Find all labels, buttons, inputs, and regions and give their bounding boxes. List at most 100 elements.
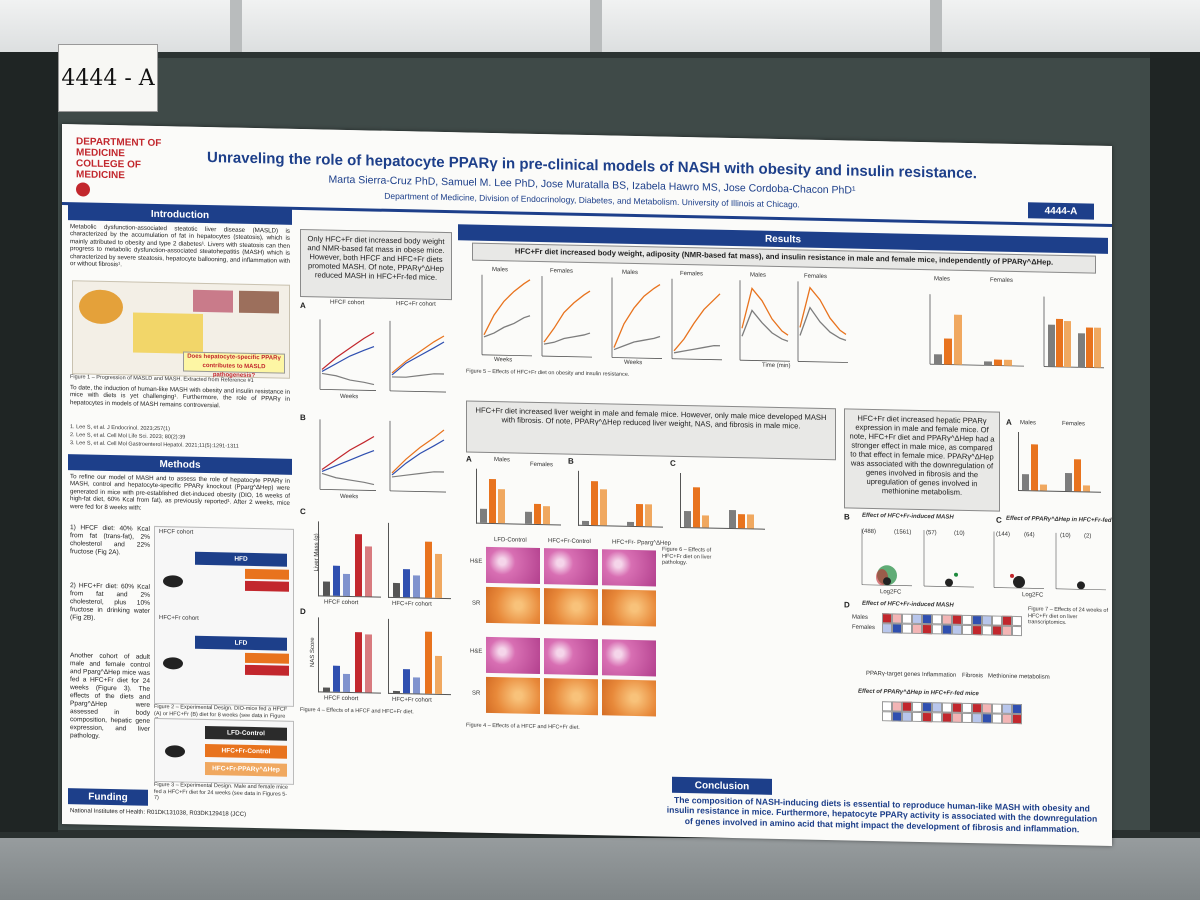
research-poster: DEPARTMENT OF MEDICINE COLLEGE OF MEDICI… xyxy=(62,124,1112,846)
bar xyxy=(636,504,643,527)
hfcf-cohort-label: HFCF cohort xyxy=(159,529,194,536)
pathway-graphic xyxy=(133,312,203,354)
chart-title: Males xyxy=(494,457,511,464)
bar-chart-liver-mass-hfcfr xyxy=(388,522,451,600)
heatmap-row-label: Males xyxy=(852,614,869,621)
heatmap-cell xyxy=(942,702,952,713)
chart-title: Females xyxy=(1062,420,1086,428)
board-frame-left xyxy=(0,52,58,832)
heatmap-cell xyxy=(962,712,972,724)
heatmap-title: Effect of HFC+Fr-induced MASH xyxy=(862,600,954,609)
heatmap-cell xyxy=(932,712,942,723)
panel-letter: D xyxy=(844,600,850,610)
heatmap-cell xyxy=(922,712,932,723)
design-bar-hfcfr-ko: HFC+Fr-PPARγ^ΔHep xyxy=(205,761,287,777)
mouse-icon xyxy=(163,657,183,670)
heatmap-cell xyxy=(992,625,1002,636)
design-bar-ko xyxy=(245,580,289,592)
bar xyxy=(525,511,532,524)
bar xyxy=(693,487,700,528)
heatmap-cell xyxy=(982,703,992,714)
volcano-count: (2) xyxy=(1084,533,1092,540)
bar xyxy=(645,504,652,527)
figure2-design-diagram: HFCF cohort HFD HFC+Fr cohort LFD xyxy=(154,525,294,707)
volcano-count: (144) xyxy=(996,531,1011,538)
intro-question-box: Does hepatocyte-specific PPARγ contribut… xyxy=(183,351,285,379)
chart-title: Females xyxy=(804,273,828,281)
heatmap-cell xyxy=(1002,615,1012,626)
figure3-caption: Figure 3 – Experimental Design. Male and… xyxy=(154,781,288,802)
bar xyxy=(393,690,400,694)
chart-caption: HFC+Fr cohort xyxy=(392,600,432,608)
panel-letter: B xyxy=(844,512,850,522)
heatmap-cell xyxy=(912,701,922,713)
x-axis-label: Time (min) xyxy=(762,362,791,370)
bar xyxy=(600,489,607,526)
chart-caption: HFCF cohort xyxy=(324,599,359,607)
chart-title: Males xyxy=(492,267,509,274)
chart-caption: HFCF cohort xyxy=(324,695,359,703)
heatmap-cell xyxy=(1002,625,1012,636)
chart-title: Effect of HFC+Fr-induced MASH xyxy=(862,512,954,521)
histology-he-image xyxy=(602,549,656,587)
chart-fat-hfcfr xyxy=(389,420,446,493)
figure4-line-charts xyxy=(319,319,446,493)
bar xyxy=(738,514,745,529)
heatmap-cell xyxy=(952,624,962,635)
bar xyxy=(343,673,350,693)
heatmap-cell xyxy=(902,701,912,712)
bar-chart-nas-hfcf xyxy=(318,617,381,694)
heatmap-cell xyxy=(1012,713,1022,725)
heatmap-cell xyxy=(892,613,902,624)
panel-letter: A xyxy=(1006,417,1012,427)
methods-text: To refine our model of MASH and to asses… xyxy=(70,473,290,512)
design-bar-lfd: LFD-Control xyxy=(205,725,287,741)
histology-sr-image xyxy=(544,588,598,626)
design-bar-control xyxy=(245,568,289,580)
design-bar-hfd: LFD xyxy=(195,635,287,651)
panel-title: HFCF cohort xyxy=(330,299,365,307)
bar xyxy=(498,489,505,524)
bar xyxy=(365,634,372,693)
histology-row-label: H&E xyxy=(470,648,483,655)
heatmap-cell xyxy=(972,625,982,636)
heatmap-pparg xyxy=(882,701,1022,726)
design-bar-hfcfr-control: HFC+Fr-Control xyxy=(205,743,287,759)
heatmap-title: Effect of PPARγ^ΔHep in HFC+Fr-fed mice xyxy=(858,688,979,698)
figure3-design-diagram: LFD-Control HFC+Fr-Control HFC+Fr-PPARγ^… xyxy=(154,717,294,785)
introduction-header: Introduction xyxy=(68,204,292,225)
university-seal-icon xyxy=(76,182,90,197)
bar xyxy=(413,575,420,598)
bar xyxy=(1083,485,1090,492)
heatmap-cell xyxy=(882,711,892,722)
bar xyxy=(702,515,709,528)
design-bar-control xyxy=(245,652,289,664)
chart-title: Females xyxy=(990,277,1014,284)
bar xyxy=(425,631,432,694)
funding-header: Funding xyxy=(68,788,148,806)
histology-he-image xyxy=(544,638,598,676)
heatmap-cell xyxy=(922,614,932,625)
bar xyxy=(365,546,372,597)
chart-fat-females xyxy=(671,278,722,361)
x-axis-label: Log2FC xyxy=(880,589,902,596)
bar-chart-pparg-expression xyxy=(1018,432,1101,493)
heatmap-cell xyxy=(942,614,952,625)
callout-box: Only HFC+Fr diet increased body weight a… xyxy=(300,228,452,301)
bar xyxy=(435,553,442,598)
bar xyxy=(435,655,442,694)
panel-letter: A xyxy=(300,300,306,311)
y-axis-label: NAS Score xyxy=(309,637,316,668)
x-axis-label: Weeks xyxy=(340,393,359,401)
heatmap-cell xyxy=(1002,703,1012,714)
bar xyxy=(480,508,487,523)
panel-letter: D xyxy=(300,606,306,617)
volcano-plot xyxy=(861,528,912,587)
bar xyxy=(1065,473,1072,492)
heatmap-cell xyxy=(962,702,972,714)
heatmap-cell xyxy=(932,614,942,625)
panel-letter: B xyxy=(568,456,574,466)
volcano-plot xyxy=(993,531,1044,589)
heatmap-cell xyxy=(892,623,902,634)
bar xyxy=(343,573,350,597)
